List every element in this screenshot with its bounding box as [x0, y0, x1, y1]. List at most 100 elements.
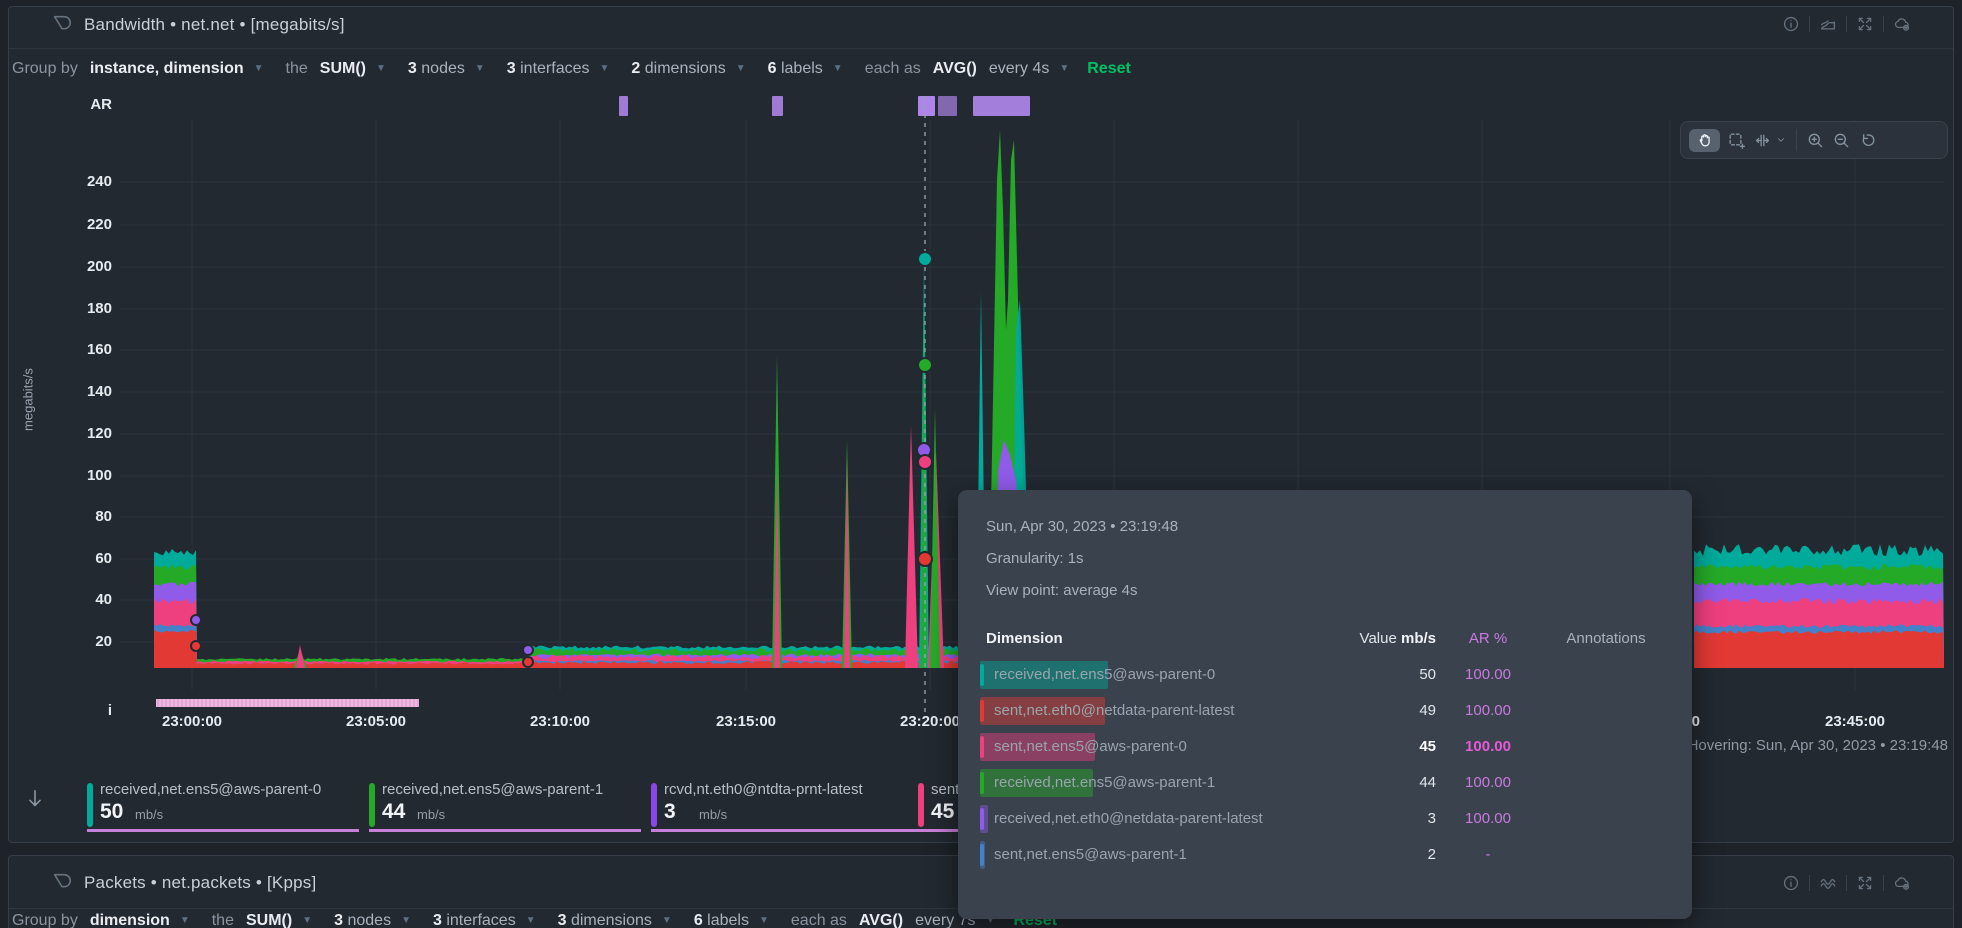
dimension-color-bar	[980, 700, 984, 722]
tooltip-view-point: View point: average 4s	[986, 582, 1138, 599]
legend-name: rcvd,nt.eth0@ntdta-prnt-latest	[664, 781, 863, 798]
y-tick: 200	[86, 258, 112, 275]
x-tick: 23:45:00	[1824, 713, 1886, 730]
nodes-dropdown[interactable]: 3 nodes	[407, 60, 465, 77]
y-tick: 240	[86, 173, 112, 190]
info-icon[interactable]	[1782, 15, 1800, 33]
group-by-value[interactable]: dimension	[89, 912, 170, 928]
netdata-chart-icon	[53, 873, 72, 888]
chevron-down-icon[interactable]: ▼	[179, 915, 190, 926]
aggregation-dropdown[interactable]: SUM()	[319, 60, 366, 77]
nodes-dropdown[interactable]: 3 nodes	[334, 912, 392, 928]
chevron-down-icon[interactable]: ▼	[1059, 63, 1070, 74]
x-tick: 23:10:00	[529, 713, 591, 730]
chart-header-actions	[1782, 15, 1911, 33]
divider	[1883, 875, 1884, 891]
interfaces-dropdown[interactable]: 3 interfaces	[506, 60, 590, 77]
tooltip-dimension-row[interactable]: received,net.ens5@aws-parent-0 50 100.00	[958, 657, 1692, 693]
chevron-down-icon[interactable]: ▼	[832, 63, 843, 74]
chart-type-icon[interactable]	[1819, 15, 1837, 33]
chevron-down-icon[interactable]: ▼	[661, 915, 672, 926]
packets-group-by-toolbar: Group by dimension ▼ the SUM() ▼ 3 nodes…	[12, 912, 1057, 928]
cloud-icon[interactable]	[1893, 15, 1911, 33]
dimension-name: received,net.eth0@netdata-parent-latest	[994, 810, 1263, 827]
y-axis-ar-label: AR	[90, 96, 112, 113]
chevron-down-icon[interactable]: ▼	[985, 915, 996, 926]
x-tick: 23:15:00	[715, 713, 777, 730]
aggregation-dropdown[interactable]: SUM()	[245, 912, 293, 928]
chevron-down-icon[interactable]: ▼	[376, 63, 386, 74]
tooltip-dimension-row[interactable]: sent,net.ens5@aws-parent-0 45 100.00	[958, 729, 1692, 765]
y-axis-unit-label: megabits/s	[20, 368, 36, 431]
tooltip-timestamp: Sun, Apr 30, 2023 • 23:19:48	[986, 518, 1179, 535]
each-aggregation-dropdown[interactable]: AVG()	[932, 60, 977, 77]
group-by-label: Group by	[12, 912, 78, 928]
tooltip-dimension-row[interactable]: received,net.eth0@netdata-parent-latest …	[958, 801, 1692, 837]
chevron-down-icon[interactable]: ▼	[474, 63, 485, 74]
chart-title: Bandwidth • net.net • [megabits/s]	[84, 15, 345, 34]
legend-item[interactable]: rcvd,nt.eth0@ntdta-prnt-latest 3 mb/s	[651, 781, 923, 832]
legend-item[interactable]: received,net.ens5@aws-parent-1 44 mb/s	[369, 781, 641, 832]
y-tick: 80	[95, 508, 112, 525]
dimension-color-bar	[980, 664, 984, 686]
chevron-down-icon[interactable]: ▼	[401, 915, 411, 926]
chevron-down-icon[interactable]: ▼	[599, 63, 610, 74]
legend-scroll-down-icon[interactable]	[24, 786, 46, 812]
chevron-down-icon[interactable]: ▼	[735, 63, 746, 74]
tooltip-dimension-row[interactable]: sent,net.ens5@aws-parent-1 2 -	[958, 837, 1692, 873]
each-as-label: each as	[864, 60, 921, 77]
interfaces-dropdown[interactable]: 3 interfaces	[432, 912, 516, 928]
divider	[1809, 875, 1810, 891]
dimension-value: 44	[1419, 774, 1436, 791]
legend-unit: mb/s	[417, 807, 446, 822]
dimensions-dropdown[interactable]: 2 dimensions	[631, 60, 726, 77]
dimension-value: 50	[1419, 666, 1436, 683]
legend-item[interactable]: received,net.ens5@aws-parent-0 50 mb/s	[87, 781, 359, 832]
dimensions-dropdown[interactable]: 3 dimensions	[557, 912, 652, 928]
cloud-icon[interactable]	[1893, 874, 1911, 892]
y-tick: 120	[86, 425, 112, 442]
chevron-down-icon[interactable]: ▼	[758, 915, 769, 926]
each-as-label: each as	[790, 912, 847, 928]
fullscreen-icon[interactable]	[1856, 874, 1874, 892]
chevron-down-icon[interactable]: ▼	[253, 63, 264, 74]
tooltip-dimension-row[interactable]: sent,net.eth0@netdata-parent-latest 49 1…	[958, 693, 1692, 729]
select-area-icon[interactable]	[1727, 131, 1746, 150]
anomalies-icon[interactable]	[1819, 874, 1837, 892]
reset-button[interactable]: Reset	[1087, 60, 1131, 77]
zoom-out-icon[interactable]	[1832, 131, 1851, 150]
y-tick: 100	[86, 467, 112, 484]
each-aggregation-dropdown[interactable]: AVG()	[858, 912, 904, 928]
dimension-name: sent,net.ens5@aws-parent-0	[994, 738, 1187, 755]
dimension-name: received,net.ens5@aws-parent-1	[994, 774, 1216, 791]
legend-color-bar	[369, 783, 375, 827]
pan-tool-button[interactable]	[1689, 128, 1720, 152]
divider	[1883, 16, 1884, 32]
legend-name: received,net.ens5@aws-parent-0	[100, 781, 322, 798]
y-tick: 20	[95, 633, 112, 650]
zoom-in-icon[interactable]	[1806, 131, 1825, 150]
dimension-name: sent,net.ens5@aws-parent-1	[994, 846, 1187, 863]
group-by-toolbar: Group by instance, dimension ▼ the SUM()…	[12, 60, 1131, 78]
labels-dropdown[interactable]: 6 labels	[767, 60, 823, 77]
chevron-down-icon[interactable]: ▼	[525, 915, 536, 926]
chevron-down-icon[interactable]: ▼	[302, 915, 313, 926]
horizontal-selection-icon[interactable]	[1753, 131, 1772, 150]
dimension-color-bar	[980, 772, 984, 794]
tooltip-dimension-row[interactable]: received,net.ens5@aws-parent-1 44 100.00	[958, 765, 1692, 801]
y-tick: 60	[95, 550, 112, 567]
fullscreen-icon[interactable]	[1856, 15, 1874, 33]
chart-tooltip: Sun, Apr 30, 2023 • 23:19:48 Granularity…	[958, 490, 1692, 919]
labels-dropdown[interactable]: 6 labels	[693, 912, 749, 928]
dimension-value: 2	[1427, 846, 1436, 863]
dimension-value: 49	[1419, 702, 1436, 719]
value-proportion-bar	[980, 805, 988, 833]
zoom-reset-icon[interactable]	[1858, 131, 1877, 150]
every-label[interactable]: every 4s	[988, 60, 1050, 77]
info-icon[interactable]	[1782, 874, 1800, 892]
chevron-down-icon[interactable]	[1775, 134, 1787, 146]
value-proportion-bar	[980, 733, 1095, 761]
divider	[1846, 875, 1847, 891]
group-by-value[interactable]: instance, dimension	[89, 60, 244, 77]
